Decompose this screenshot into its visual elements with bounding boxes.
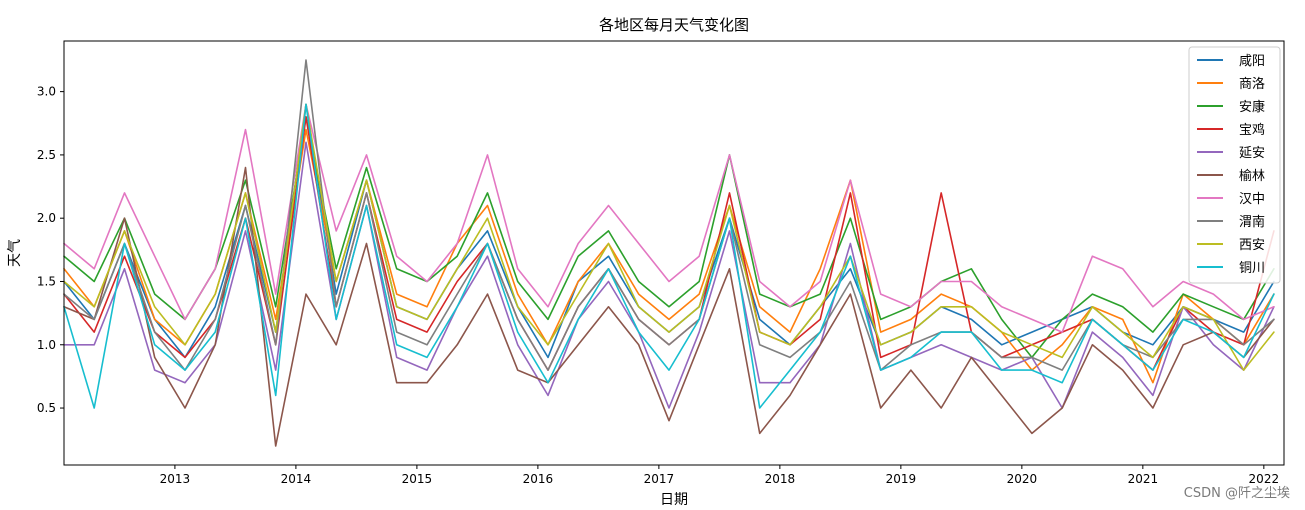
legend-label: 西安: [1239, 238, 1265, 253]
series-line-2: [63, 116, 1275, 359]
x-tick-label: 2015: [402, 472, 433, 486]
series-line-1: [63, 128, 1275, 384]
y-tick-label: 3.0: [37, 85, 56, 99]
x-tick-label: 2017: [644, 472, 675, 486]
x-tick-label: 2022: [1249, 472, 1280, 486]
legend-label: 宝鸡: [1239, 122, 1265, 138]
legend-label: 汉中: [1239, 192, 1265, 207]
plot-frame: [63, 40, 1285, 466]
x-axis-title: 日期: [660, 492, 688, 508]
series-line-8: [63, 103, 1275, 371]
x-axis: 2013 2014 2015 2016 2017 2018 2019 2020 2021 2022: [160, 465, 1279, 486]
x-tick-label: 2021: [1128, 472, 1159, 486]
series-line-5: [63, 166, 1275, 447]
series-line-9: [63, 103, 1275, 409]
x-tick-label: 2014: [281, 472, 312, 486]
y-tick-label: 0.5: [37, 401, 56, 415]
series-line-4: [63, 141, 1275, 409]
x-tick-label: 2019: [886, 472, 917, 486]
legend-label: 铜川: [1239, 261, 1265, 276]
y-tick-label: 2.0: [37, 211, 56, 225]
series-line-7: [63, 59, 1275, 371]
chart-title: 各地区每月天气变化图: [599, 16, 749, 34]
y-tick-label: 1.0: [37, 338, 56, 352]
legend-label: 延安: [1239, 146, 1265, 161]
legend-label: 咸阳: [1239, 54, 1265, 69]
legend-label: 渭南: [1239, 214, 1265, 230]
y-tick-label: 2.5: [37, 148, 56, 162]
watermark-text: CSDN @阡之尘埃: [1184, 486, 1290, 501]
legend-label: 商洛: [1239, 77, 1265, 92]
series-line-6: [63, 103, 1275, 333]
y-tick-label: 1.5: [37, 274, 56, 288]
legend-label: 榆林: [1239, 169, 1265, 184]
legend-label: 安康: [1239, 99, 1265, 115]
y-axis-title: 天气: [7, 239, 23, 267]
x-tick-label: 2018: [765, 472, 796, 486]
plot-area: [63, 59, 1275, 447]
x-tick-label: 2013: [160, 472, 191, 486]
y-axis: 0.5 1.0 1.5 2.0 2.5 3.0: [37, 85, 64, 415]
x-tick-label: 2016: [523, 472, 554, 486]
x-tick-label: 2020: [1007, 472, 1038, 486]
